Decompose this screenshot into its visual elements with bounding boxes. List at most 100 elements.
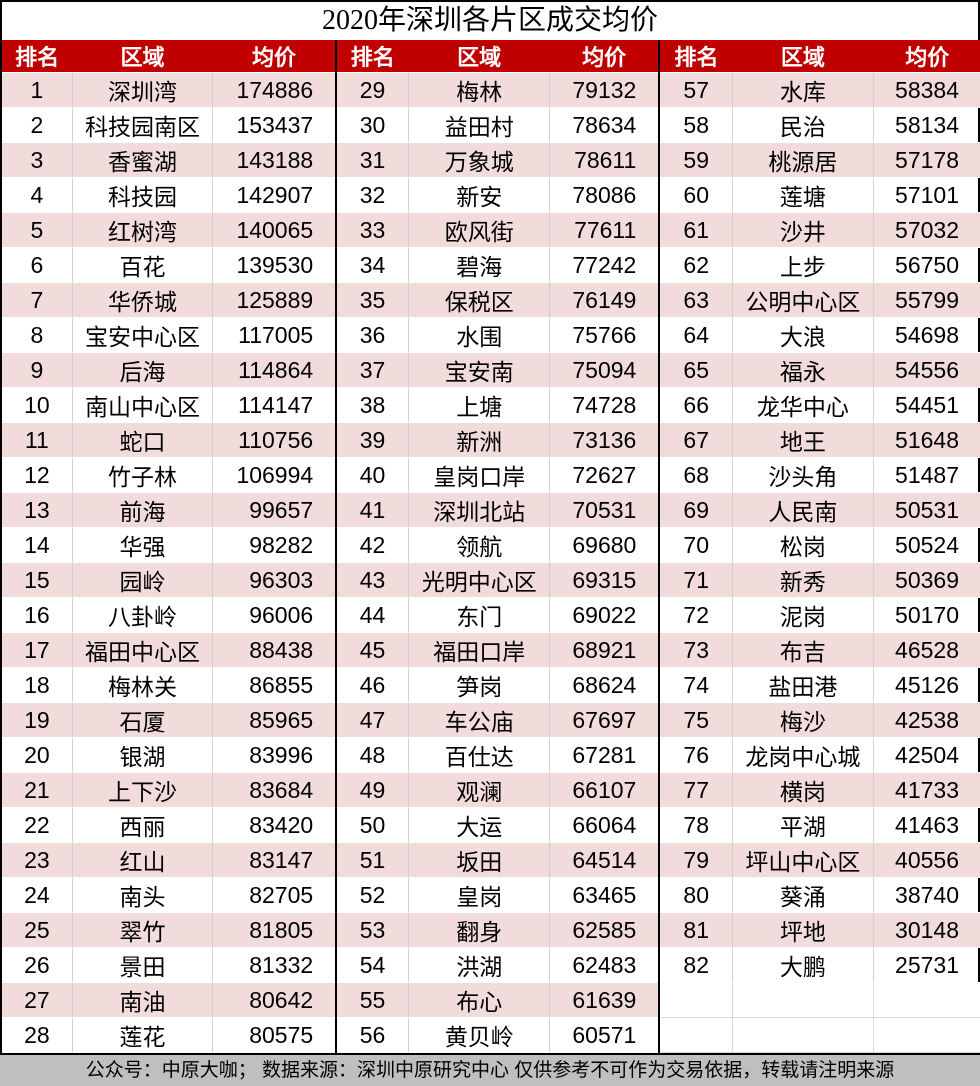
price-cell: 73136 <box>549 422 660 458</box>
price-cell: 78611 <box>549 142 660 178</box>
rank-cell: 39 <box>335 422 409 458</box>
rank-cell: 80 <box>658 877 734 913</box>
price-cell: 72627 <box>549 457 660 493</box>
table-row: 25 翠竹 81805 53 翻身 62585 81 坪地 30148 <box>2 912 980 948</box>
rank-cell: 6 <box>2 247 73 283</box>
rank-cell: 3 <box>2 142 73 178</box>
price-cell: 57032 <box>873 212 980 248</box>
rank-cell: 7 <box>2 282 73 318</box>
area-cell: 翻身 <box>408 912 551 948</box>
table-row: 11 蛇口 110756 39 新洲 73136 67 地王 51648 <box>2 422 980 458</box>
header-rank: 排名 <box>658 40 733 73</box>
table-row: 6 百花 139530 34 碧海 77242 62 上步 56750 <box>2 247 980 283</box>
table-row: 3 香蜜湖 143188 31 万象城 78611 59 桃源居 57178 <box>2 142 980 178</box>
price-cell: 51487 <box>873 457 980 493</box>
rank-cell: 59 <box>658 142 734 178</box>
area-cell: 泥岗 <box>732 597 874 633</box>
table-row: 19 石厦 85965 47 车公庙 67697 75 梅沙 42538 <box>2 702 980 738</box>
area-cell: 石厦 <box>72 702 214 738</box>
area-cell: 红山 <box>72 842 214 878</box>
price-cell: 114147 <box>212 387 337 423</box>
rank-cell: 37 <box>335 352 409 388</box>
rank-cell: 50 <box>335 807 409 843</box>
table-row: 5 红树湾 140065 33 欧风街 77611 61 沙井 57032 <box>2 212 980 248</box>
price-cell: 51648 <box>873 422 980 458</box>
rank-cell: 20 <box>2 737 73 773</box>
rank-cell: 19 <box>2 702 73 738</box>
area-cell: 布心 <box>408 982 551 1018</box>
area-cell: 南头 <box>72 877 214 913</box>
area-cell: 坂田 <box>408 842 551 878</box>
area-cell: 大浪 <box>732 317 874 353</box>
rank-cell: 38 <box>335 387 409 423</box>
rank-cell: 32 <box>335 177 409 213</box>
price-cell: 42538 <box>873 702 980 738</box>
area-cell: 益田村 <box>408 107 551 143</box>
area-cell: 沙头角 <box>732 457 874 493</box>
price-cell: 81332 <box>212 947 337 983</box>
rank-cell: 64 <box>658 317 734 353</box>
area-cell: 新洲 <box>408 422 551 458</box>
price-cell: 117005 <box>212 317 337 353</box>
price-cell: 75766 <box>549 317 660 353</box>
area-cell: 香蜜湖 <box>72 142 214 178</box>
area-cell: 大运 <box>408 807 551 843</box>
rank-cell: 75 <box>658 702 734 738</box>
rank-cell: 16 <box>2 597 73 633</box>
area-cell: 横岗 <box>732 772 874 808</box>
price-cell: 42504 <box>873 737 980 773</box>
table-row: 27 南油 80642 55 布心 61639 <box>2 982 980 1018</box>
price-cell: 46528 <box>873 632 980 668</box>
rank-cell: 72 <box>658 597 734 633</box>
rank-cell: 27 <box>2 982 73 1018</box>
price-cell: 66064 <box>549 807 660 843</box>
area-cell: 科技园 <box>72 177 214 213</box>
price-cell: 80575 <box>212 1017 337 1053</box>
area-cell: 光明中心区 <box>408 562 551 598</box>
rank-cell: 13 <box>2 492 73 528</box>
price-cell: 50369 <box>873 562 980 598</box>
price-cell: 81805 <box>212 912 337 948</box>
rank-cell: 2 <box>2 107 73 143</box>
rank-cell: 28 <box>2 1017 73 1053</box>
area-cell: 华强 <box>72 527 214 563</box>
rank-cell: 55 <box>335 982 409 1018</box>
price-cell: 140065 <box>212 212 337 248</box>
area-cell: 坪山中心区 <box>732 842 874 878</box>
area-cell: 皇岗 <box>408 877 551 913</box>
table-row: 28 莲花 80575 56 黄贝岭 60571 <box>2 1017 980 1053</box>
rank-cell: 74 <box>658 667 734 703</box>
area-cell: 新秀 <box>732 562 874 598</box>
area-cell: 梅林 <box>408 72 551 108</box>
rank-cell: 82 <box>658 947 734 983</box>
area-cell: 大鹏 <box>732 947 874 983</box>
area-cell: 深圳北站 <box>408 492 551 528</box>
price-cell: 83684 <box>212 772 337 808</box>
area-cell: 万象城 <box>408 142 551 178</box>
area-cell: 南油 <box>72 982 214 1018</box>
rank-cell: 57 <box>658 72 734 108</box>
rank-cell: 17 <box>2 632 73 668</box>
table-row: 14 华强 98282 42 领航 69680 70 松岗 50524 <box>2 527 980 563</box>
price-cell: 58384 <box>873 72 980 108</box>
rank-cell: 21 <box>2 772 73 808</box>
area-cell: 上步 <box>732 247 874 283</box>
rank-cell: 22 <box>2 807 73 843</box>
rank-cell: 40 <box>335 457 409 493</box>
empty-cell <box>873 982 980 1018</box>
area-cell: 水围 <box>408 317 551 353</box>
rank-cell: 42 <box>335 527 409 563</box>
price-cell: 62585 <box>549 912 660 948</box>
rank-cell: 67 <box>658 422 734 458</box>
header-price: 均价 <box>873 40 980 73</box>
area-cell: 观澜 <box>408 772 551 808</box>
rank-cell: 46 <box>335 667 409 703</box>
price-cell: 139530 <box>212 247 337 283</box>
rank-cell: 30 <box>335 107 409 143</box>
price-cell: 41733 <box>873 772 980 808</box>
price-cell: 67281 <box>549 737 660 773</box>
rank-cell: 63 <box>658 282 734 318</box>
table-row: 15 园岭 96303 43 光明中心区 69315 71 新秀 50369 <box>2 562 980 598</box>
price-cell: 114864 <box>212 352 337 388</box>
rank-cell: 49 <box>335 772 409 808</box>
